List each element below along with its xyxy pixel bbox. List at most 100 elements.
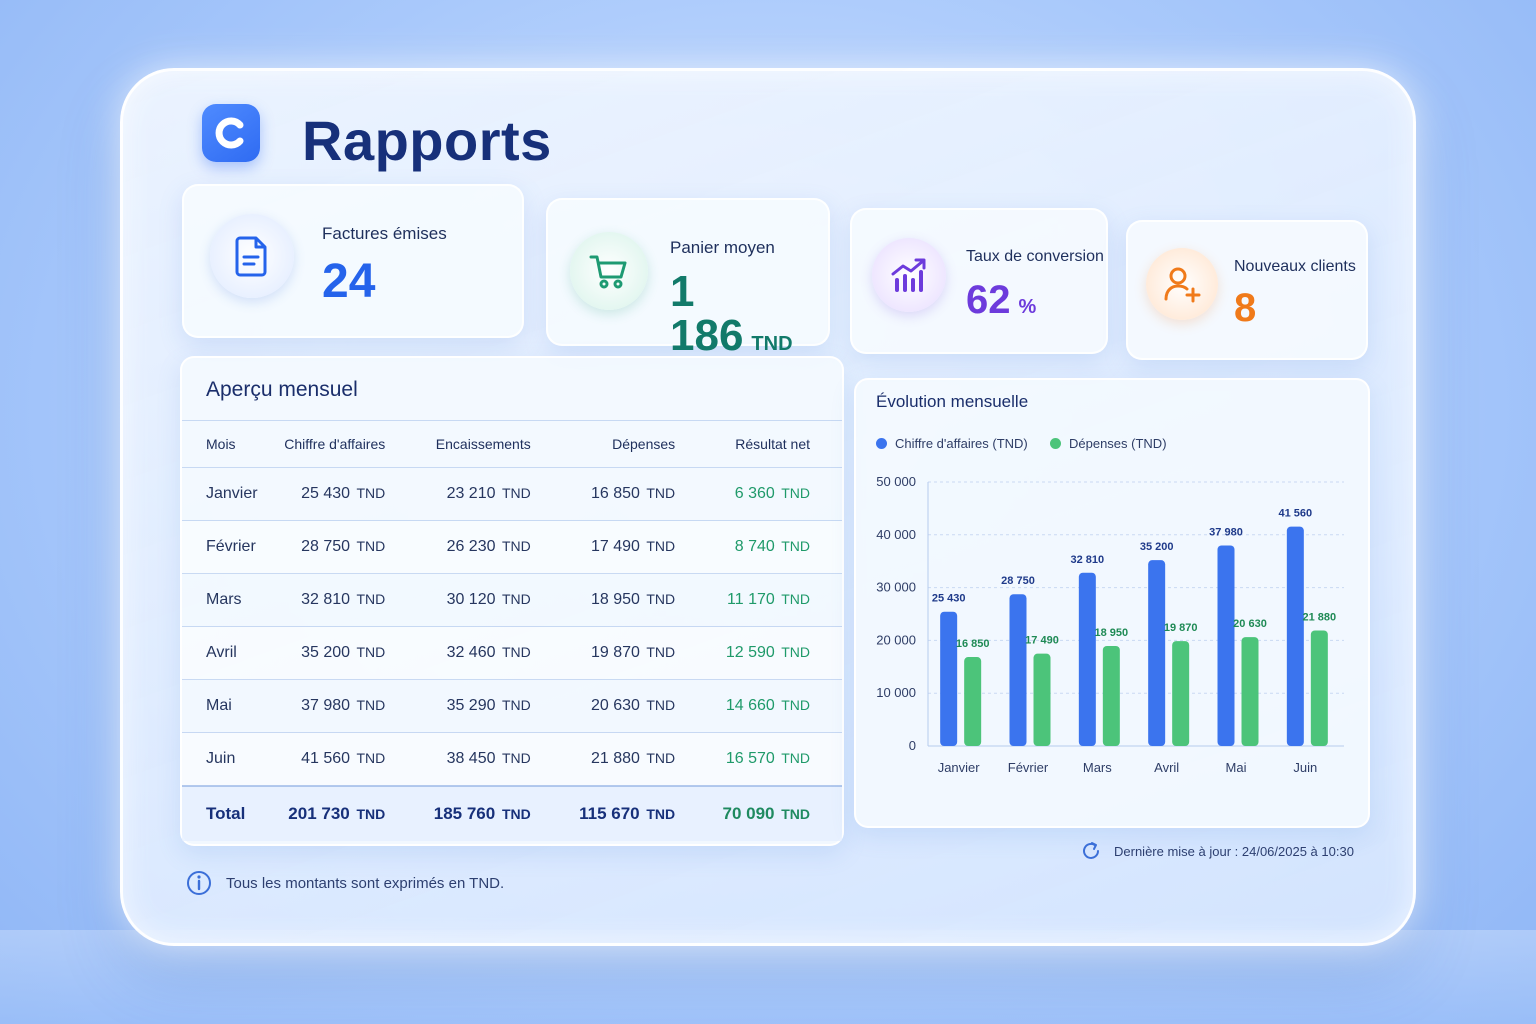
cell-depenses: 16 850 TND xyxy=(562,467,708,521)
y-tick-label: 30 000 xyxy=(876,580,916,595)
kpi-card-conversion[interactable]: Taux de conversion 62% xyxy=(850,208,1108,354)
cell-unit: TND xyxy=(501,644,531,660)
cell-value: Juin xyxy=(206,750,236,767)
bar-depenses[interactable] xyxy=(964,657,982,746)
kpi-value-factures: 24 xyxy=(322,258,375,306)
kpi-unit: TND xyxy=(751,333,793,355)
cell-value: 185 760 xyxy=(433,804,496,823)
last-update: Dernière mise à jour : 24/06/2025 à 10:3… xyxy=(1080,840,1354,862)
kpi-card-factures[interactable]: Factures émises 24 xyxy=(182,184,524,338)
data-label-depenses: 18 950 xyxy=(1095,627,1129,639)
col-header-ca[interactable]: Chiffre d'affaires xyxy=(267,420,418,468)
cell-ca: 35 200 TND xyxy=(267,626,418,680)
refresh-icon[interactable] xyxy=(1080,840,1102,862)
bar-chart: 0 10 000 20 000 30 000 40 000 50 000 25 430 16 … xyxy=(876,474,1344,775)
table-row[interactable]: Janvier 25 430 TND 23 210 TND 16 850 TND 6 3… xyxy=(182,467,842,521)
col-header-depenses[interactable]: Dépenses xyxy=(562,420,708,468)
bar-ca[interactable] xyxy=(1009,594,1027,746)
cell-encaissements: 38 450 TND xyxy=(417,732,563,786)
cell-ca: 25 430 TND xyxy=(267,467,418,521)
cell-unit: TND xyxy=(501,750,531,766)
legend-depenses[interactable]: Dépenses (TND) xyxy=(1050,436,1167,451)
cell-unit: TND xyxy=(501,538,531,554)
legend-ca[interactable]: Chiffre d'affaires (TND) xyxy=(876,436,1028,451)
cell-value: 12 590 xyxy=(725,644,775,661)
cell-resultat: 16 570 TND xyxy=(707,732,842,786)
cell-depenses: 18 950 TND xyxy=(562,573,708,627)
cell-unit: TND xyxy=(501,697,531,713)
cell-value: 32 810 xyxy=(301,591,351,608)
cell-resultat: 70 090 TND xyxy=(707,785,842,841)
table-row[interactable]: Juin 41 560 TND 38 450 TND 21 880 TND 16 570… xyxy=(182,732,842,786)
y-tick-label: 0 xyxy=(909,738,916,753)
kpi-number: 1 186 xyxy=(670,267,744,360)
legend-label-ca: Chiffre d'affaires (TND) xyxy=(895,436,1028,451)
x-tick-label: Juin xyxy=(1293,760,1317,775)
cell-encaissements: 185 760 TND xyxy=(417,785,563,841)
cart-icon xyxy=(570,232,648,310)
cell-value: 16 570 xyxy=(725,750,775,767)
kpi-number: 8 xyxy=(1234,286,1257,330)
legend-label-depenses: Dépenses (TND) xyxy=(1069,436,1167,451)
monthly-overview-card: Aperçu mensuel Mois Chiffre d'affaires E… xyxy=(180,356,844,846)
cell-unit: TND xyxy=(356,697,386,713)
cell-unit: TND xyxy=(781,806,810,822)
data-label-ca: 28 750 xyxy=(1001,575,1035,587)
kpi-card-panier[interactable]: Panier moyen 1 186 TND xyxy=(546,198,830,358)
cell-value: Mars xyxy=(206,591,242,608)
cell-mois: Juin xyxy=(182,732,268,786)
cell-value: 16 850 xyxy=(590,485,640,502)
cell-unit: TND xyxy=(781,750,810,766)
bar-depenses[interactable] xyxy=(1241,637,1259,746)
table-row[interactable]: Mars 32 810 TND 30 120 TND 18 950 TND 11 170… xyxy=(182,573,842,627)
cell-depenses: 115 670 TND xyxy=(562,785,708,841)
cell-unit: TND xyxy=(646,697,676,713)
kpi-label-factures: Factures émises xyxy=(322,224,447,243)
cell-unit: TND xyxy=(646,806,676,822)
cell-value: 32 460 xyxy=(446,644,496,661)
bar-depenses[interactable] xyxy=(1310,630,1328,746)
bar-ca[interactable] xyxy=(1078,572,1096,746)
cell-ca: 41 560 TND xyxy=(267,732,418,786)
cell-value: Février xyxy=(206,538,256,555)
cell-resultat: 8 740 TND xyxy=(707,520,842,574)
cell-value: Avril xyxy=(206,644,237,661)
cell-depenses: 17 490 TND xyxy=(562,520,708,574)
info-icon xyxy=(187,871,211,895)
cell-depenses: 21 880 TND xyxy=(562,732,708,786)
cell-value: 41 560 xyxy=(301,750,351,767)
data-label-ca: 25 430 xyxy=(932,593,966,605)
cell-unit: TND xyxy=(781,697,810,713)
cell-value: 20 630 xyxy=(590,697,640,714)
cell-value: 115 670 xyxy=(579,804,640,823)
monthly-chart-card: Évolution mensuelle Chiffre d'affaires (… xyxy=(854,378,1370,828)
data-label-depenses: 21 880 xyxy=(1303,611,1337,623)
table-row[interactable]: Février 28 750 TND 26 230 TND 17 490 TND 8 7… xyxy=(182,520,842,574)
legend-swatch-depenses xyxy=(1050,438,1061,449)
cell-value: 38 450 xyxy=(446,750,496,767)
kpi-card-clients[interactable]: Nouveaux clients 8 xyxy=(1126,220,1368,360)
col-header-resultat[interactable]: Résultat net xyxy=(707,420,842,468)
col-header-encaissements[interactable]: Encaissements xyxy=(417,420,563,468)
bar-ca[interactable] xyxy=(1286,526,1304,746)
y-tick-label: 10 000 xyxy=(876,685,916,700)
x-tick-label: Février xyxy=(1008,760,1049,775)
cell-encaissements: 30 120 TND xyxy=(417,573,563,627)
app-logo[interactable] xyxy=(202,104,260,162)
cell-value: 23 210 xyxy=(446,485,496,502)
data-label-ca: 32 810 xyxy=(1071,554,1105,566)
table-row[interactable]: Avril 35 200 TND 32 460 TND 19 870 TND 12 59… xyxy=(182,626,842,680)
bar-ca[interactable] xyxy=(940,611,958,746)
bar-depenses[interactable] xyxy=(1102,645,1120,746)
cell-value: Janvier xyxy=(206,485,258,502)
col-header-mois[interactable]: Mois xyxy=(182,420,268,468)
table-total-row[interactable]: Total 201 730 TND 185 760 TND 115 670 TND 70… xyxy=(182,785,842,841)
bar-depenses[interactable] xyxy=(1172,641,1190,746)
bar-ca[interactable] xyxy=(1148,560,1166,746)
table-row[interactable]: Mai 37 980 TND 35 290 TND 20 630 TND 14 660 … xyxy=(182,679,842,733)
bar-depenses[interactable] xyxy=(1033,653,1051,746)
footer-note-text: Tous les montants sont exprimés en TND. xyxy=(226,874,505,892)
bar-ca[interactable] xyxy=(1217,545,1235,746)
kpi-number: 24 xyxy=(322,255,376,308)
cell-unit: TND xyxy=(356,591,386,607)
